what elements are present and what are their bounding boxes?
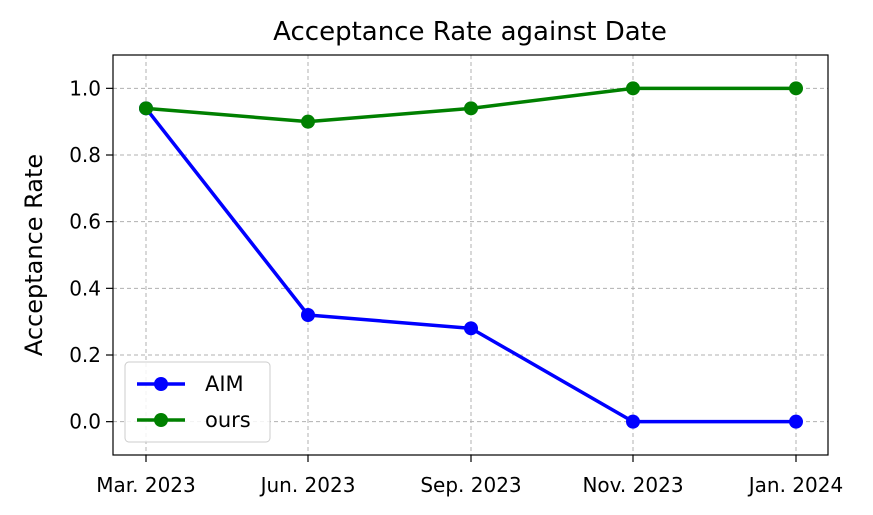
x-tick-label: Nov. 2023 xyxy=(582,473,683,497)
plot-frame xyxy=(112,54,829,456)
data-point-ours xyxy=(139,101,153,116)
y-tick-label: 0.8 xyxy=(69,143,101,167)
x-tick-label: Jun. 2023 xyxy=(259,473,356,497)
data-point-ours xyxy=(789,81,803,96)
legend: AIM ours xyxy=(124,361,271,443)
y-tick-label: 0.4 xyxy=(69,276,101,300)
y-axis-label: Acceptance Rate xyxy=(20,154,48,356)
x-tick-label: Jan. 2024 xyxy=(747,473,843,497)
legend-marker-ours xyxy=(154,413,168,427)
data-point-ours xyxy=(626,81,640,96)
data-point-ours xyxy=(301,114,315,129)
y-tick-label: 1.0 xyxy=(69,76,101,100)
data-point-ours xyxy=(464,101,478,116)
data-point-aim xyxy=(301,308,315,322)
chart-title: Acceptance Rate against Date xyxy=(273,17,667,47)
legend-label-ours: ours xyxy=(205,408,251,432)
x-tick-label: Mar. 2023 xyxy=(96,473,196,497)
y-tick-label: 0.2 xyxy=(69,343,101,367)
data-point-aim xyxy=(626,414,640,429)
y-tick-label: 0.6 xyxy=(69,210,101,234)
data-point-aim xyxy=(464,321,478,336)
legend-label-aim: AIM xyxy=(205,372,244,396)
data-point-aim xyxy=(789,414,803,429)
x-tick-label: Sep. 2023 xyxy=(420,473,521,497)
y-tick-label: 0.0 xyxy=(69,410,101,434)
legend-marker-aim xyxy=(154,377,168,391)
axes: Mar. 2023 Jun. 2023 Sep. 2023 Nov. 2023 Jan.… xyxy=(69,54,843,497)
series-layer xyxy=(139,81,803,429)
